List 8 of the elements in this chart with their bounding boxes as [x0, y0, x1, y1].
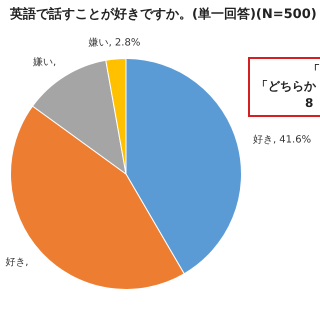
data-label: 嫌い, 2.8%	[88, 36, 140, 49]
text: 「どちらか	[256, 78, 316, 95]
data-label: 好き,	[5, 256, 28, 268]
text: 「	[308, 62, 320, 79]
text: 8	[305, 96, 314, 110]
data-label: 嫌い,	[33, 56, 56, 68]
data-label: 好き, 41.6%	[252, 134, 312, 146]
chart-title: 英語で話すことが好きですか。(単一回答)(N=500)	[10, 6, 317, 23]
